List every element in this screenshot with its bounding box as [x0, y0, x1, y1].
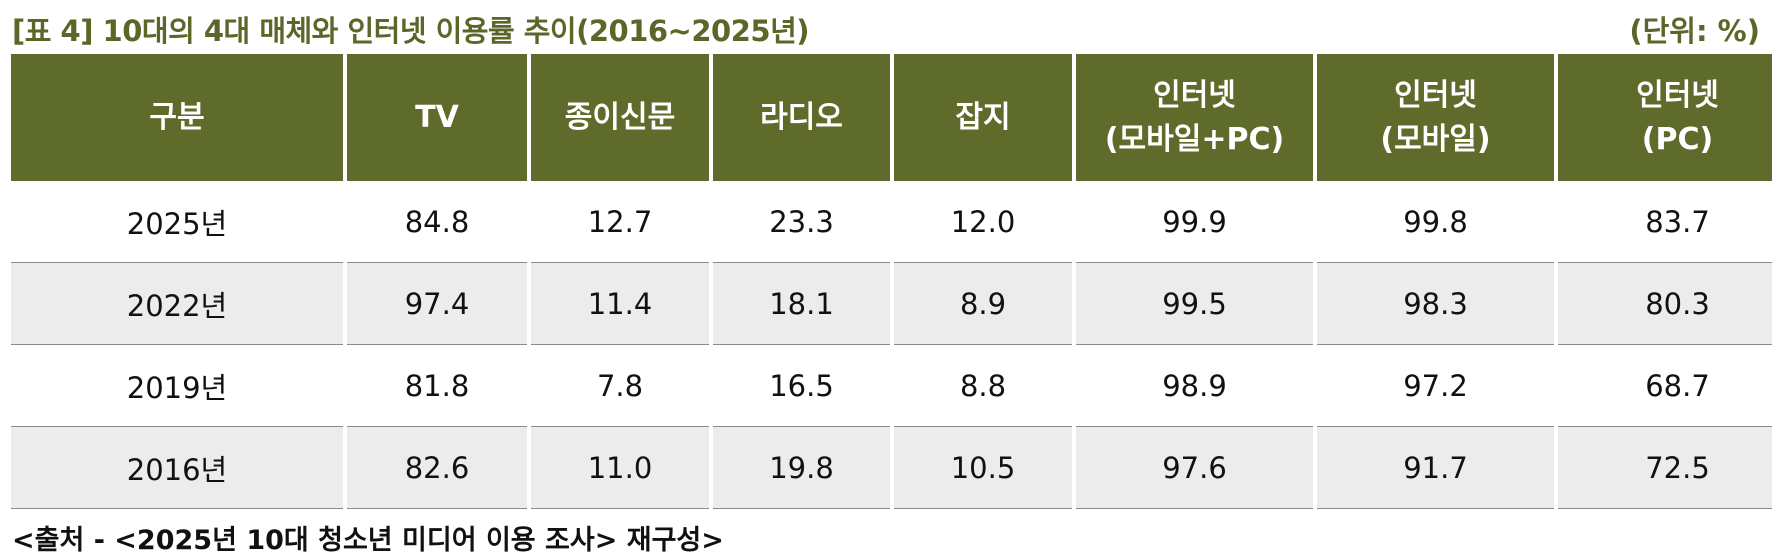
unit-label: (단위: %)	[1629, 14, 1760, 48]
cell: 80.3	[1558, 263, 1772, 345]
row-label: 2025년	[11, 181, 343, 263]
row-label: 2022년	[11, 263, 343, 345]
table-row: 2016년 82.6 11.0 19.8 10.5 97.6 91.7 72.5	[11, 427, 1772, 509]
cell: 8.8	[894, 345, 1072, 427]
cell: 7.8	[531, 345, 709, 427]
cell: 98.3	[1317, 263, 1554, 345]
cell: 72.5	[1558, 427, 1772, 509]
column-header: 잡지	[894, 54, 1072, 181]
cell: 81.8	[347, 345, 527, 427]
column-header: TV	[347, 54, 527, 181]
cell: 18.1	[713, 263, 890, 345]
column-header: 라디오	[713, 54, 890, 181]
cell: 99.8	[1317, 181, 1554, 263]
column-header: 구분	[11, 54, 343, 181]
column-header: 인터넷 (PC)	[1558, 54, 1772, 181]
column-header: 인터넷 (모바일+PC)	[1076, 54, 1313, 181]
table-row: 2019년 81.8 7.8 16.5 8.8 98.9 97.2 68.7	[11, 345, 1772, 427]
cell: 11.4	[531, 263, 709, 345]
cell: 83.7	[1558, 181, 1772, 263]
cell: 99.9	[1076, 181, 1313, 263]
source-note: <출처 - <2025년 10대 청소년 미디어 이용 조사> 재구성>	[12, 525, 724, 556]
data-table: 구분 TV 종이신문 라디오 잡지 인터넷 (모바일+PC) 인터넷 (모바일) 인터넷 (P…	[7, 54, 1772, 509]
cell: 97.2	[1317, 345, 1554, 427]
row-label: 2019년	[11, 345, 343, 427]
cell: 91.7	[1317, 427, 1554, 509]
cell: 98.9	[1076, 345, 1313, 427]
table-row: 2022년 97.4 11.4 18.1 8.9 99.5 98.3 80.3	[11, 263, 1772, 345]
cell: 68.7	[1558, 345, 1772, 427]
header-row: 구분 TV 종이신문 라디오 잡지 인터넷 (모바일+PC) 인터넷 (모바일) 인터넷 (P…	[11, 54, 1772, 181]
cell: 84.8	[347, 181, 527, 263]
cell: 16.5	[713, 345, 890, 427]
column-header: 인터넷 (모바일)	[1317, 54, 1554, 181]
column-header: 종이신문	[531, 54, 709, 181]
table-row: 2025년 84.8 12.7 23.3 12.0 99.9 99.8 83.7	[11, 181, 1772, 263]
cell: 19.8	[713, 427, 890, 509]
cell: 12.0	[894, 181, 1072, 263]
cell: 8.9	[894, 263, 1072, 345]
cell: 23.3	[713, 181, 890, 263]
cell: 97.4	[347, 263, 527, 345]
cell: 82.6	[347, 427, 527, 509]
cell: 10.5	[894, 427, 1072, 509]
cell: 12.7	[531, 181, 709, 263]
cell: 99.5	[1076, 263, 1313, 345]
table-title: [표 4] 10대의 4대 매체와 인터넷 이용률 추이(2016~2025년)	[12, 14, 810, 48]
cell: 97.6	[1076, 427, 1313, 509]
cell: 11.0	[531, 427, 709, 509]
row-label: 2016년	[11, 427, 343, 509]
